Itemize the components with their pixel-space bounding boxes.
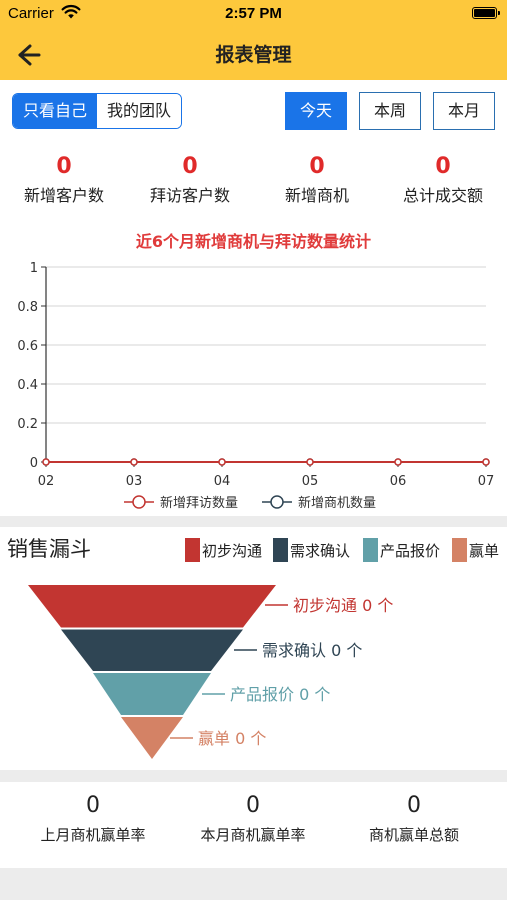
legend-marker (132, 495, 146, 509)
y-tick-label: 0.8 (17, 300, 38, 315)
wifi-icon (61, 4, 81, 19)
funnel-stage-quote[interactable] (93, 673, 211, 715)
legend-label: 初步沟通 (202, 541, 263, 560)
status-time: 2:57 PM (225, 5, 282, 22)
legend-swatch (363, 538, 378, 562)
stat-value: 0 (407, 793, 421, 818)
x-tick-label: 05 (302, 474, 319, 489)
stat-label: 拜访客户数 (149, 186, 230, 205)
x-tick-label: 06 (390, 474, 407, 489)
stat-label: 上月商机赢单率 (40, 826, 146, 844)
stat-value: 0 (182, 154, 198, 179)
y-tick-label: 0.2 (17, 417, 38, 432)
scope-toggle: 只看自己 我的团队 (12, 93, 182, 129)
stat-new-customers: 0 新增客户数 (1, 154, 127, 206)
funnel-stage-won[interactable] (121, 717, 183, 759)
chart-card (0, 215, 507, 516)
period-today-button[interactable]: 今天 (285, 92, 347, 130)
legend-swatch (452, 538, 467, 562)
stat-value: 0 (56, 154, 72, 179)
stat-label: 总计成交额 (402, 186, 483, 205)
data-point (130, 458, 138, 466)
legend-label: 赢单 (469, 541, 500, 560)
legend-label: 产品报价 (380, 541, 441, 560)
stat-total-deals: 0 总计成交额 (380, 154, 506, 206)
stat-value: 0 (309, 154, 325, 179)
data-point (306, 458, 314, 466)
stat-label: 本月商机赢单率 (200, 826, 306, 844)
y-tick-label: 0 (30, 456, 38, 471)
stat-label: 新增商机 (284, 186, 349, 205)
status-bar: Carrier 2:57 PM (0, 0, 507, 28)
sales-funnel: 初步沟通 0 个 需求确认 0 个 产品报价 0 个 赢单 0 个 (28, 585, 393, 759)
legend-label: 新增拜访数量 (160, 495, 238, 511)
data-point (42, 458, 50, 466)
win-rate-card (0, 782, 507, 868)
stat-visited-customers: 0 拜访客户数 (127, 154, 253, 206)
battery-icon (472, 7, 500, 19)
y-tick-label: 0.6 (17, 339, 38, 354)
funnel-legend-item[interactable]: 赢单 (452, 538, 499, 562)
x-tick-label: 07 (478, 474, 495, 489)
chart-title: 近6个月新增商机与拜访数量统计 (135, 232, 372, 251)
funnel-stage-initial[interactable] (28, 585, 276, 628)
data-point (482, 458, 490, 466)
legend-label: 新增商机数量 (298, 495, 376, 511)
carrier-label: Carrier (8, 5, 54, 22)
last-month-win-rate: 0 上月商机赢单率 (8, 792, 178, 845)
legend-swatch (185, 538, 200, 562)
this-month-win-rate: 0 本月商机赢单率 (168, 792, 338, 845)
scope-team-tab[interactable]: 我的团队 (97, 94, 181, 128)
stat-label: 商机赢单总额 (368, 826, 459, 844)
period-month-button[interactable]: 本月 (433, 92, 495, 130)
stat-new-opportunities: 0 新增商机 (254, 154, 380, 206)
x-tick-label: 02 (38, 474, 55, 489)
funnel-stage-label: 需求确认 0 个 (262, 641, 362, 660)
back-arrow-icon[interactable] (12, 40, 44, 70)
funnel-legend-item[interactable]: 需求确认 (273, 538, 350, 562)
funnel-stage-label: 初步沟通 0 个 (293, 596, 393, 615)
funnel-stage-label: 赢单 0 个 (198, 729, 266, 748)
funnel-legend-item[interactable]: 初步沟通 (185, 538, 262, 562)
stat-value: 0 (86, 793, 100, 818)
stat-value: 0 (246, 793, 260, 818)
x-tick-label: 04 (214, 474, 231, 489)
app-header: Carrier 2:57 PM 报表管理 (0, 0, 507, 80)
total-won-amount: 0 商机赢单总额 (329, 792, 499, 845)
y-tick-label: 0.4 (17, 378, 38, 393)
funnel-title: 销售漏斗 (7, 537, 91, 561)
legend-label: 需求确认 (290, 541, 351, 560)
x-tick-label: 03 (126, 474, 143, 489)
y-tick-label: 1 (30, 261, 38, 276)
funnel-stage-requirement[interactable] (61, 629, 243, 672)
scope-self-tab[interactable]: 只看自己 (13, 94, 97, 128)
legend-marker (270, 495, 284, 509)
stat-value: 0 (435, 154, 451, 179)
stat-label: 新增客户数 (23, 186, 104, 205)
funnel-legend-item[interactable]: 产品报价 (363, 538, 440, 562)
line-chart: 0 0.2 0.4 0.6 0.8 1 02 03 04 05 06 07 新增拜访数量 新增商机数量 (17, 261, 495, 511)
data-point (394, 458, 402, 466)
data-point (218, 458, 226, 466)
legend-swatch (273, 538, 288, 562)
period-week-button[interactable]: 本周 (359, 92, 421, 130)
page-title: 报表管理 (215, 44, 292, 66)
funnel-stage-label: 产品报价 0 个 (230, 685, 330, 704)
